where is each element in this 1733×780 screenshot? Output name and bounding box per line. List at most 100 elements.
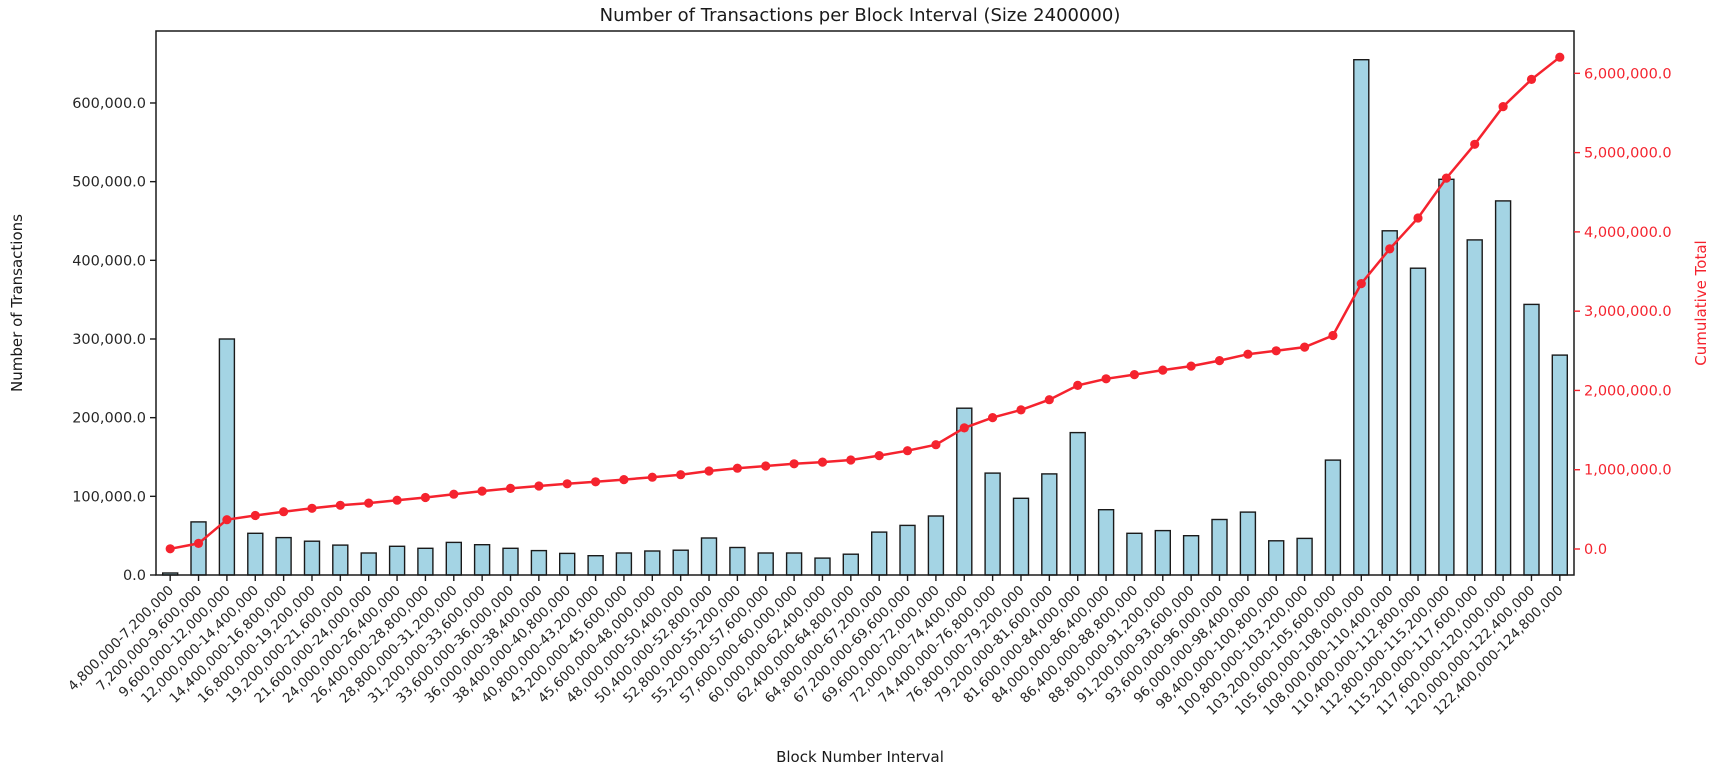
bar — [1324, 459, 1342, 576]
bar — [1438, 178, 1455, 576]
y-tick-label-right: 0.0 — [1584, 542, 1607, 558]
y-tick-label-right: 3,000,000.0 — [1584, 304, 1672, 320]
y-axis-label-left: Number of Transactions — [8, 214, 26, 392]
cumulative-dot — [1158, 365, 1168, 375]
bar — [644, 550, 661, 576]
bar — [1211, 518, 1228, 576]
y-tick-label-left: 100,000.0 — [72, 489, 146, 505]
bar — [218, 338, 236, 576]
bar — [927, 515, 945, 576]
y-tick-label-right: 6,000,000.0 — [1584, 66, 1672, 82]
cumulative-dot — [449, 489, 459, 499]
bar — [530, 549, 548, 576]
cumulative-dot — [505, 483, 516, 493]
bar — [1069, 431, 1086, 576]
bar — [1381, 230, 1398, 576]
bar — [615, 552, 633, 576]
cumulative-dot — [364, 498, 374, 508]
cumulative-dot — [1214, 356, 1225, 366]
cumulative-dot — [1498, 102, 1508, 112]
bar — [445, 541, 462, 576]
bar — [814, 557, 831, 576]
bar — [1126, 532, 1143, 576]
bar — [1466, 239, 1483, 576]
cumulative-dot — [1470, 139, 1480, 149]
bar — [729, 546, 746, 576]
cumulative-dot — [1073, 380, 1083, 390]
cumulative-dot — [534, 481, 544, 491]
bar — [842, 553, 859, 576]
cumulative-dot — [1526, 74, 1537, 84]
cumulative-line-group — [165, 52, 1565, 554]
cumulative-dot — [1555, 52, 1565, 62]
chart-title: Number of Transactions per Block Interva… — [600, 5, 1121, 26]
y-tick-label-right: 5,000,000.0 — [1584, 146, 1672, 162]
cumulative-line — [169, 56, 1561, 551]
cumulative-dot — [988, 413, 998, 423]
cumulative-dot — [193, 538, 204, 549]
cumulative-dot — [307, 503, 317, 513]
cumulative-dot — [1243, 349, 1253, 359]
cumulative-dot — [619, 475, 629, 485]
cumulative-dot — [931, 440, 941, 450]
cumulative-dot — [562, 479, 572, 489]
bar — [332, 544, 349, 576]
bar — [871, 531, 888, 576]
y-tick-label-right: 2,000,000.0 — [1584, 383, 1672, 399]
bar — [1012, 497, 1030, 576]
bar — [956, 407, 973, 576]
cumulative-dot — [250, 510, 260, 521]
bar — [247, 532, 264, 576]
cumulative-dot — [1356, 279, 1366, 289]
cumulative-dot — [1271, 346, 1281, 356]
cumulative-dot — [1101, 374, 1111, 384]
bar — [1267, 540, 1285, 576]
cumulative-dot — [1129, 370, 1139, 380]
cumulative-dot — [959, 423, 969, 433]
cumulative-dot — [704, 466, 714, 476]
bar — [559, 552, 576, 576]
bar — [1353, 59, 1370, 576]
bar — [785, 552, 803, 576]
bar — [1041, 473, 1058, 576]
y-tick-label-left: 400,000.0 — [72, 253, 146, 269]
cumulative-dot — [477, 486, 487, 496]
x-axis-label: Block Number Interval — [776, 748, 944, 766]
bar — [190, 521, 207, 576]
y-tick-label-left: 200,000.0 — [72, 411, 146, 427]
y-axis-label-right: Cumulative Total — [1692, 240, 1710, 365]
bar — [473, 544, 491, 576]
cumulative-dot — [279, 507, 289, 517]
cumulative-dot — [165, 544, 175, 554]
cumulative-dot — [676, 470, 686, 480]
bar — [587, 555, 604, 576]
cumulative-dot — [1016, 405, 1026, 415]
bar — [360, 552, 377, 576]
bar — [1182, 535, 1200, 576]
cumulative-dot — [420, 492, 430, 503]
cumulative-dot — [335, 500, 345, 510]
bar — [672, 549, 689, 576]
cumulative-dot — [647, 472, 657, 482]
bar — [417, 547, 434, 576]
cumulative-dot — [392, 495, 402, 505]
cumulative-dot — [1300, 342, 1310, 352]
bar — [1239, 511, 1257, 576]
bar — [700, 537, 718, 576]
bar — [1097, 509, 1115, 576]
cumulative-dot — [1044, 395, 1054, 405]
axes-group: 0.0 100,000.0 200,000.0 300,000.0 400,000.0 5… — [65, 66, 1672, 718]
bar — [1154, 529, 1172, 576]
cumulative-dot — [761, 461, 771, 471]
bar — [275, 536, 292, 576]
y-tick-label-left: 0.0 — [123, 568, 146, 584]
cumulative-dot — [846, 455, 856, 465]
cumulative-dot — [902, 446, 913, 456]
bar — [899, 524, 916, 576]
bar — [1523, 303, 1540, 576]
cumulative-dot — [591, 477, 601, 487]
y-tick-label-right: 1,000,000.0 — [1584, 463, 1672, 479]
cumulative-dot — [789, 459, 799, 469]
bars-group — [161, 59, 1569, 576]
